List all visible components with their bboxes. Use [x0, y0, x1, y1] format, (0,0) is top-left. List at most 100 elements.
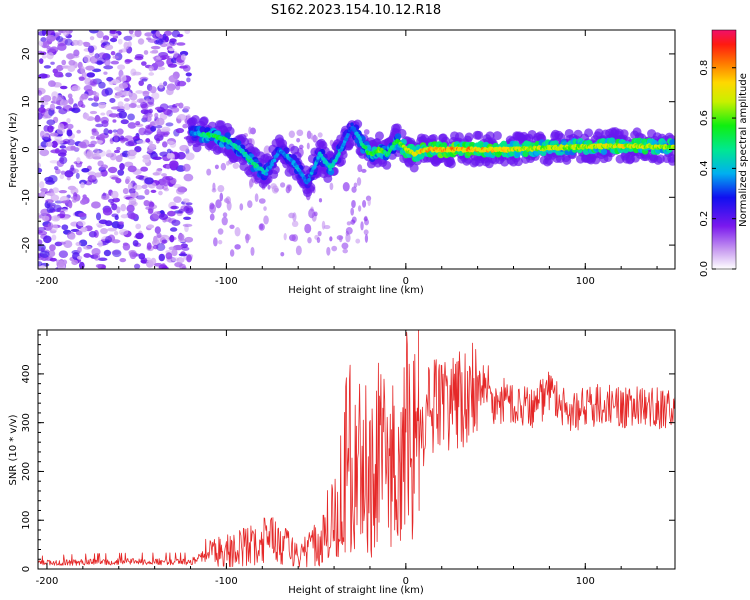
heatmap-ridge-cell — [328, 167, 333, 172]
heatmap-faint-cell — [363, 216, 368, 222]
heatmap-faint-cell — [346, 221, 352, 226]
heatmap-noise-cell — [117, 101, 124, 108]
heatmap-faint-cell — [356, 177, 362, 186]
heatmap-noise-cell — [39, 191, 46, 199]
heatmap-noise-cell — [153, 133, 164, 142]
heatmap-faint-cell — [254, 193, 259, 203]
heatmap-faint-cell — [226, 200, 232, 211]
heatmap-faint-cell — [355, 238, 361, 244]
heatmap-noise-cell — [38, 227, 47, 232]
heatmap-faint-cell — [263, 206, 267, 211]
heatmap-noise-cell — [161, 239, 168, 244]
heatmap-faint-cell — [296, 138, 301, 143]
heatmap-faint-cell — [219, 192, 224, 202]
heatmap-ridge-cell — [672, 145, 675, 150]
heatmap-noise-cell — [171, 30, 181, 38]
heatmap-noise-cell — [125, 141, 135, 147]
heatmap-noise-cell — [95, 136, 100, 140]
heatmap-noise-cell — [49, 132, 59, 137]
heatmap-faint-cell — [309, 132, 313, 140]
heatmap-noise-cell — [47, 250, 56, 258]
heatmap-noise-cell — [85, 65, 95, 71]
heatmap-noise-cell — [40, 187, 48, 193]
heatmap-noise-cell — [110, 106, 121, 110]
heatmap-noise-cell — [176, 151, 186, 160]
heatmap-faint-cell — [218, 239, 223, 245]
heatmap-noise-cell — [42, 136, 50, 142]
heatmap-ridge-cell — [513, 157, 523, 167]
heatmap-noise-cell — [138, 127, 147, 136]
heatmap-noise-cell — [186, 77, 191, 83]
heatmap-noise-cell — [68, 233, 76, 240]
heatmap-noise-cell — [56, 127, 66, 135]
heatmap-noise-cell — [59, 85, 68, 90]
heatmap-noise-cell — [135, 121, 141, 126]
heatmap-faint-cell — [263, 215, 269, 225]
heatmap-ridge-cell — [337, 152, 341, 156]
heatmap-noise-cell — [178, 253, 188, 257]
heatmap-noise-cell — [183, 106, 191, 111]
heatmap-noise-cell — [49, 244, 56, 252]
heatmap-noise-cell — [170, 106, 180, 113]
bottom-xlabel: Height of straight line (km) — [288, 585, 424, 596]
heatmap-ridge-cell — [474, 130, 484, 140]
heatmap-ridge-cell — [264, 172, 269, 176]
heatmap-noise-cell — [155, 38, 164, 46]
heatmap-faint-cell — [329, 182, 334, 191]
heatmap-noise-cell — [112, 55, 119, 59]
heatmap-noise-cell — [116, 206, 121, 214]
heatmap-faint-cell — [215, 199, 222, 209]
heatmap-noise-cell — [119, 163, 125, 171]
heatmap-noise-cell — [133, 184, 143, 190]
heatmap-noise-cell — [103, 249, 112, 257]
heatmap-noise-cell — [70, 187, 79, 195]
heatmap-noise-cell — [161, 141, 168, 148]
heatmap-noise-cell — [56, 260, 66, 268]
heatmap-faint-cell — [239, 203, 244, 211]
heatmap-noise-cell — [38, 58, 44, 65]
heatmap-noise-cell — [156, 128, 162, 137]
heatmap-noise-cell — [46, 47, 57, 53]
heatmap-noise-cell — [168, 48, 175, 52]
heatmap-ridge-cell — [429, 133, 439, 143]
heatmap-faint-cell — [296, 129, 304, 137]
heatmap-noise-cell — [134, 145, 142, 153]
heatmap-noise-cell — [67, 93, 73, 99]
heatmap-ridge-cell — [608, 137, 616, 144]
heatmap-noise-cell — [129, 251, 137, 260]
bottom-ytick-label: 400 — [21, 364, 32, 383]
heatmap-noise-cell — [185, 202, 193, 206]
heatmap-faint-cell — [229, 224, 235, 229]
heatmap-noise-cell — [108, 113, 119, 118]
heatmap-faint-cell — [357, 205, 362, 212]
heatmap-noise-cell — [49, 257, 57, 262]
heatmap-noise-cell — [141, 61, 147, 66]
top-ytick-label: -10 — [21, 189, 32, 205]
heatmap-noise-cell — [148, 72, 155, 76]
heatmap-noise-cell — [91, 102, 100, 107]
heatmap-noise-cell — [143, 50, 149, 55]
heatmap-noise-cell — [51, 234, 57, 241]
heatmap-faint-cell — [350, 219, 356, 225]
heatmap-faint-cell — [362, 199, 367, 208]
heatmap-faint-cell — [288, 212, 295, 219]
heatmap-ridge-cell — [363, 145, 368, 150]
heatmap-noise-cell — [66, 123, 74, 130]
heatmap-noise-cell — [112, 129, 118, 133]
heatmap-noise-cell — [107, 166, 118, 174]
heatmap-noise-cell — [161, 266, 169, 269]
heatmap-faint-cell — [214, 164, 219, 170]
heatmap-faint-cell — [317, 230, 322, 237]
heatmap-noise-cell — [180, 54, 187, 61]
top-xlabel: Height of straight line (km) — [288, 285, 424, 296]
heatmap-noise-cell — [49, 160, 59, 164]
heatmap-noise-cell — [107, 198, 115, 203]
heatmap-noise-cell — [146, 242, 152, 250]
heatmap-noise-cell — [66, 129, 73, 137]
heatmap-faint-cell — [351, 199, 356, 209]
heatmap-ridge-cell — [655, 154, 665, 164]
heatmap-noise-cell — [169, 234, 175, 243]
heatmap-noise-cell — [73, 49, 80, 57]
heatmap-noise-cell — [98, 219, 108, 225]
heatmap-noise-cell — [179, 65, 188, 69]
